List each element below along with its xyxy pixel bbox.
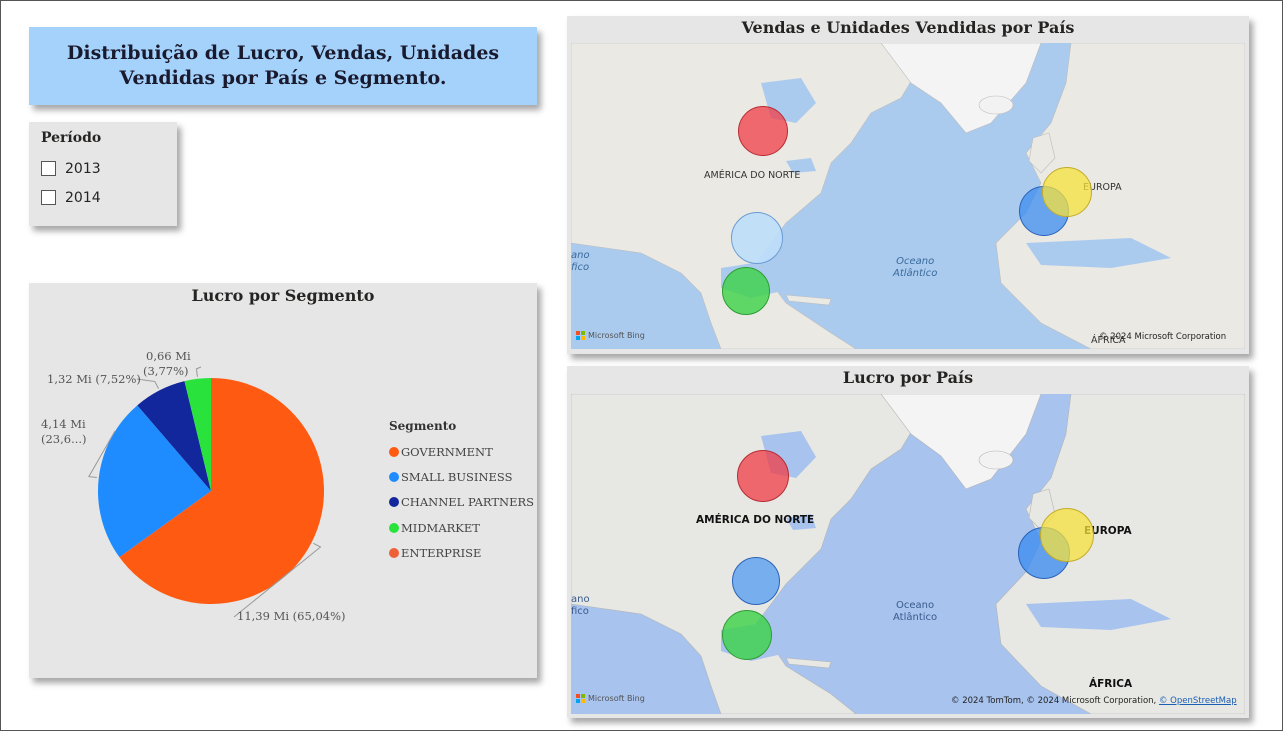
map-label-africa: ÁFRICA <box>1091 335 1126 346</box>
slice-channel-partners[interactable] <box>137 381 211 491</box>
water-mediterranean <box>1026 599 1171 630</box>
leader-line <box>233 542 322 618</box>
landmass-europe-africa <box>995 43 1245 349</box>
landmass-cuba <box>785 294 832 306</box>
microsoft-icon <box>576 331 585 340</box>
bubble-mexico[interactable] <box>722 267 770 315</box>
legend-dot <box>389 497 399 508</box>
map-label-europe: EUROPA <box>1083 182 1122 193</box>
data-label-small-business-value: 4,14 Mi <box>41 417 86 431</box>
legend-label: CHANNEL PARTNERS <box>401 495 535 510</box>
legend-item-enterprise[interactable]: ENTERPRISE <box>389 540 534 565</box>
pie-chart <box>88 366 324 618</box>
bing-label: Microsoft Bing <box>588 694 645 703</box>
sales-units-by-country-map-panel: Vendas e Unidades Vendidas por País <box>567 16 1249 354</box>
ocean-label-line: fico <box>571 606 589 617</box>
slice-government[interactable] <box>119 378 324 604</box>
data-label-channel-partners: 1,32 Mi (7,52%) <box>47 372 141 386</box>
water-great-lakes <box>786 158 816 173</box>
ocean-label-line: ano <box>571 250 590 261</box>
profit-by-segment-panel: Lucro por Segmento 11,39 Mi (65,04%) 4,1… <box>29 283 537 678</box>
legend-label: SMALL BUSINESS <box>401 469 513 484</box>
legend-dot <box>389 471 399 482</box>
bubble-canada[interactable] <box>737 450 789 502</box>
slicer-item-label: 2013 <box>65 160 101 177</box>
bubble-united-states[interactable] <box>732 557 780 605</box>
slicer-title: Período <box>41 130 102 146</box>
map-canvas[interactable]: AMÉRICA DO NORTE EUROPA ÁFRICA Oceano At… <box>571 394 1245 714</box>
ocean-label-line: fico <box>571 262 590 273</box>
data-label-midmarket-pct: (3,77%) <box>143 364 189 378</box>
slice-small-business[interactable] <box>98 405 211 558</box>
openstreetmap-link[interactable]: © OpenStreetMap <box>1158 696 1237 706</box>
ocean-label-line: Oceano <box>896 600 935 611</box>
copyright-text: © 2024 TomTom, © 2024 Microsoft Corporat… <box>951 696 1159 706</box>
bubble-canada[interactable] <box>738 106 788 156</box>
slicer-item-label: 2014 <box>65 189 101 206</box>
ocean-label-line: Oceano <box>896 256 935 267</box>
bing-logo: Microsoft Bing <box>576 331 645 340</box>
data-label-small-business-pct: (23,6...) <box>41 432 87 446</box>
checkbox-2014[interactable] <box>41 190 56 205</box>
bubble-mexico[interactable] <box>722 610 772 660</box>
legend-label: ENTERPRISE <box>401 545 482 560</box>
bing-logo: Microsoft Bing <box>576 694 645 703</box>
map-label-europe: EUROPA <box>1084 525 1132 537</box>
map-canvas[interactable]: AMÉRICA DO NORTE EUROPA ÁFRICA Oceano At… <box>571 43 1245 349</box>
legend-label: MIDMARKET <box>401 520 480 535</box>
slicer-item-2013[interactable]: 2013 <box>41 154 165 183</box>
ocean-label-line: Atlântico <box>893 268 938 279</box>
legend-dot <box>389 522 399 533</box>
profit-by-country-map-panel: Lucro por País AMÉRICA DO NORTE EUROPA Á… <box>567 366 1249 718</box>
map-label-pacific: ano fico <box>571 250 590 274</box>
report-title: Distribuição de Lucro, Vendas, Unidades … <box>66 42 500 89</box>
leader-line <box>195 366 202 377</box>
map-label-atlantic: Oceano Atlântico <box>893 600 937 624</box>
water-great-lakes <box>786 514 816 530</box>
period-slicer: Período 2013 2014 <box>29 122 177 226</box>
legend-dot <box>389 547 399 558</box>
pie-legend: Segmento GOVERNMENT SMALL BUSINESS CHANN… <box>389 419 534 565</box>
map-label-north-america: AMÉRICA DO NORTE <box>704 170 801 181</box>
legend-item-small-business[interactable]: SMALL BUSINESS <box>389 464 534 489</box>
checkbox-2013[interactable] <box>41 161 56 176</box>
landmass-iceland <box>978 95 1014 115</box>
slicer-item-2014[interactable]: 2014 <box>41 183 165 212</box>
legend-item-midmarket[interactable]: MIDMARKET <box>389 515 534 540</box>
bubble-united-states[interactable] <box>731 212 783 264</box>
data-label-government: 11,39 Mi (65,04%) <box>237 609 346 623</box>
data-label-midmarket-value: 0,66 Mi <box>146 349 191 363</box>
basemap <box>571 394 1245 714</box>
pie-chart-title: Lucro por Segmento <box>191 286 375 305</box>
legend-dot <box>389 446 399 457</box>
map-title: Vendas e Unidades Vendidas por País <box>741 18 1075 37</box>
map-label-africa: ÁFRICA <box>1089 678 1133 690</box>
landmass-uk <box>1028 132 1056 174</box>
map-label-pacific: ano fico <box>571 594 590 618</box>
landmass-cuba <box>785 657 832 669</box>
legend-item-government[interactable]: GOVERNMENT <box>389 439 534 464</box>
leader-line <box>136 378 159 389</box>
bing-label: Microsoft Bing <box>588 331 645 340</box>
map-label-north-america: AMÉRICA DO NORTE <box>696 514 815 526</box>
legend-item-channel-partners[interactable]: CHANNEL PARTNERS <box>389 490 534 515</box>
water-mediterranean <box>1026 238 1171 268</box>
bubble-germany[interactable] <box>1040 508 1094 562</box>
legend-label: GOVERNMENT <box>401 444 493 459</box>
map-label-atlantic: Oceano Atlântico <box>893 256 937 280</box>
landmass-iceland <box>978 450 1014 470</box>
map-copyright: © 2024 Microsoft Corporation <box>1099 332 1227 342</box>
map-copyright: © 2024 TomTom, © 2024 Microsoft Corporat… <box>951 696 1237 706</box>
bubble-germany[interactable] <box>1042 167 1092 217</box>
microsoft-icon <box>576 694 585 703</box>
map-title: Lucro por País <box>842 368 974 387</box>
landmass-europe-africa <box>995 394 1245 714</box>
basemap <box>571 43 1245 349</box>
report-title-card: Distribuição de Lucro, Vendas, Unidades … <box>29 27 537 105</box>
legend-title: Segmento <box>389 419 457 433</box>
ocean-label-line: Atlântico <box>893 612 938 623</box>
slice-midmarket[interactable] <box>184 378 211 491</box>
ocean-label-line: ano <box>571 594 590 605</box>
leader-line <box>88 430 116 479</box>
